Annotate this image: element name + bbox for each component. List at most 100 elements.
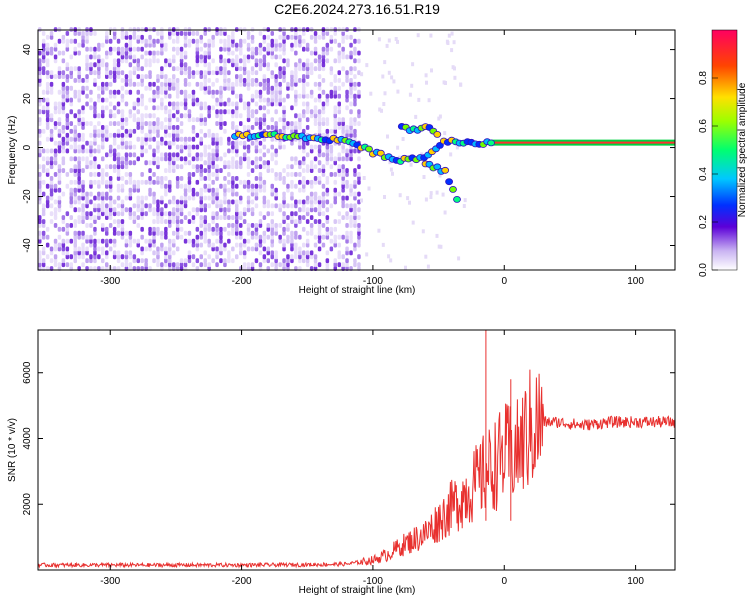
heatmap-cell [156, 148, 160, 154]
heatmap-cell [298, 179, 302, 185]
heatmap-cell [317, 246, 322, 252]
heatmap-cell [136, 121, 140, 126]
heatmap-cell [262, 187, 267, 193]
heatmap-cell [321, 172, 326, 177]
heatmap-cell [381, 74, 385, 79]
heatmap-cell [69, 223, 73, 228]
heatmap-cell [333, 117, 337, 123]
heatmap-cell [172, 207, 176, 213]
heatmap-cell [105, 70, 109, 76]
heatmap-cell [112, 238, 117, 244]
heatmap-cell [345, 234, 349, 240]
heatmap-cell [290, 246, 294, 252]
heatmap-cell [266, 211, 270, 217]
heatmap-cell [120, 97, 125, 103]
heatmap-cell [223, 226, 227, 232]
heatmap-cell [132, 54, 137, 60]
heatmap-cell [349, 183, 353, 189]
heatmap-cell [65, 42, 70, 48]
heatmap-cell [246, 238, 251, 244]
heatmap-cell [294, 183, 298, 189]
heatmap-cell [81, 148, 85, 154]
heatmap-cell [313, 207, 318, 213]
heatmap-cell [231, 81, 235, 87]
heatmap-cell [341, 187, 345, 193]
heatmap-cell [164, 62, 168, 68]
heatmap-cell [349, 234, 353, 240]
heatmap-cell [396, 89, 400, 94]
heatmap-cell [294, 211, 298, 217]
heatmap-cell [160, 230, 164, 236]
heatmap-cell [262, 258, 267, 264]
heatmap-cell [93, 195, 97, 201]
heatmap-cell [124, 230, 129, 236]
heatmap-cell [168, 160, 172, 166]
heatmap-cell [227, 97, 231, 103]
heatmap-cell [274, 172, 278, 177]
heatmap-cell [53, 105, 58, 111]
heatmap-cell [305, 66, 310, 72]
heatmap-cell [53, 148, 58, 154]
heatmap-cell [242, 54, 247, 60]
heatmap-cell [317, 85, 322, 91]
heatmap-cell [235, 226, 239, 232]
heatmap-cell [105, 191, 109, 197]
colorbar-tick-label: 0.6 [698, 119, 709, 133]
heatmap-cell [164, 105, 168, 111]
heatmap-cell [112, 58, 117, 64]
heatmap-cell [282, 34, 286, 40]
heatmap-cell [172, 66, 176, 72]
heatmap-cell [136, 242, 140, 248]
heatmap-cell [73, 179, 77, 185]
heatmap-cell [302, 85, 306, 91]
heatmap-cell [199, 219, 203, 224]
heatmap-cell [140, 140, 144, 146]
heatmap-cell [57, 128, 62, 134]
heatmap-cell [246, 246, 251, 252]
heatmap-cell [341, 199, 345, 205]
heatmap-cell [152, 97, 156, 103]
heatmap-cell [250, 183, 255, 189]
heatmap-cell [294, 199, 298, 205]
heatmap-cell [45, 148, 50, 154]
heatmap-cell [246, 148, 251, 154]
heatmap-cell [128, 113, 133, 119]
heatmap-cell [398, 155, 401, 160]
heatmap-cell [195, 62, 200, 68]
heatmap-cell [49, 128, 54, 134]
heatmap-cell [77, 89, 81, 95]
heatmap-cell [172, 54, 176, 60]
heatmap-cell [38, 81, 42, 87]
heatmap-cell [203, 195, 207, 201]
heatmap-cell [168, 132, 172, 138]
heatmap-cell [187, 211, 192, 217]
heatmap-cell [191, 215, 196, 220]
heatmap-cell [164, 258, 168, 264]
heatmap-cell [77, 207, 81, 213]
heatmap-cell [73, 187, 77, 193]
heatmap-cell [108, 176, 113, 181]
heatmap-cell [49, 74, 54, 79]
heatmap-cell [266, 168, 270, 173]
heatmap-cell [65, 246, 70, 252]
heatmap-cell [231, 85, 235, 91]
heatmap-cell [61, 101, 66, 107]
heatmap-cell [329, 38, 334, 44]
heatmap-cell [156, 219, 160, 224]
heatmap-cell [242, 101, 247, 107]
heatmap-cell [333, 160, 337, 166]
heatmap-cell [250, 46, 255, 52]
heatmap-cell [387, 38, 391, 43]
heatmap-cell [242, 105, 247, 111]
heatmap-cell [345, 215, 349, 220]
heatmap-cell [136, 89, 140, 95]
heatmap-cell [175, 203, 180, 209]
heatmap-cell [313, 50, 318, 56]
heatmap-cell [49, 70, 54, 76]
heatmap-cell [69, 203, 73, 209]
heatmap-cell [290, 46, 294, 52]
heatmap-cell [207, 54, 211, 60]
heatmap-cell [108, 211, 113, 217]
heatmap-cell [227, 187, 231, 193]
heatmap-cell [266, 203, 270, 209]
